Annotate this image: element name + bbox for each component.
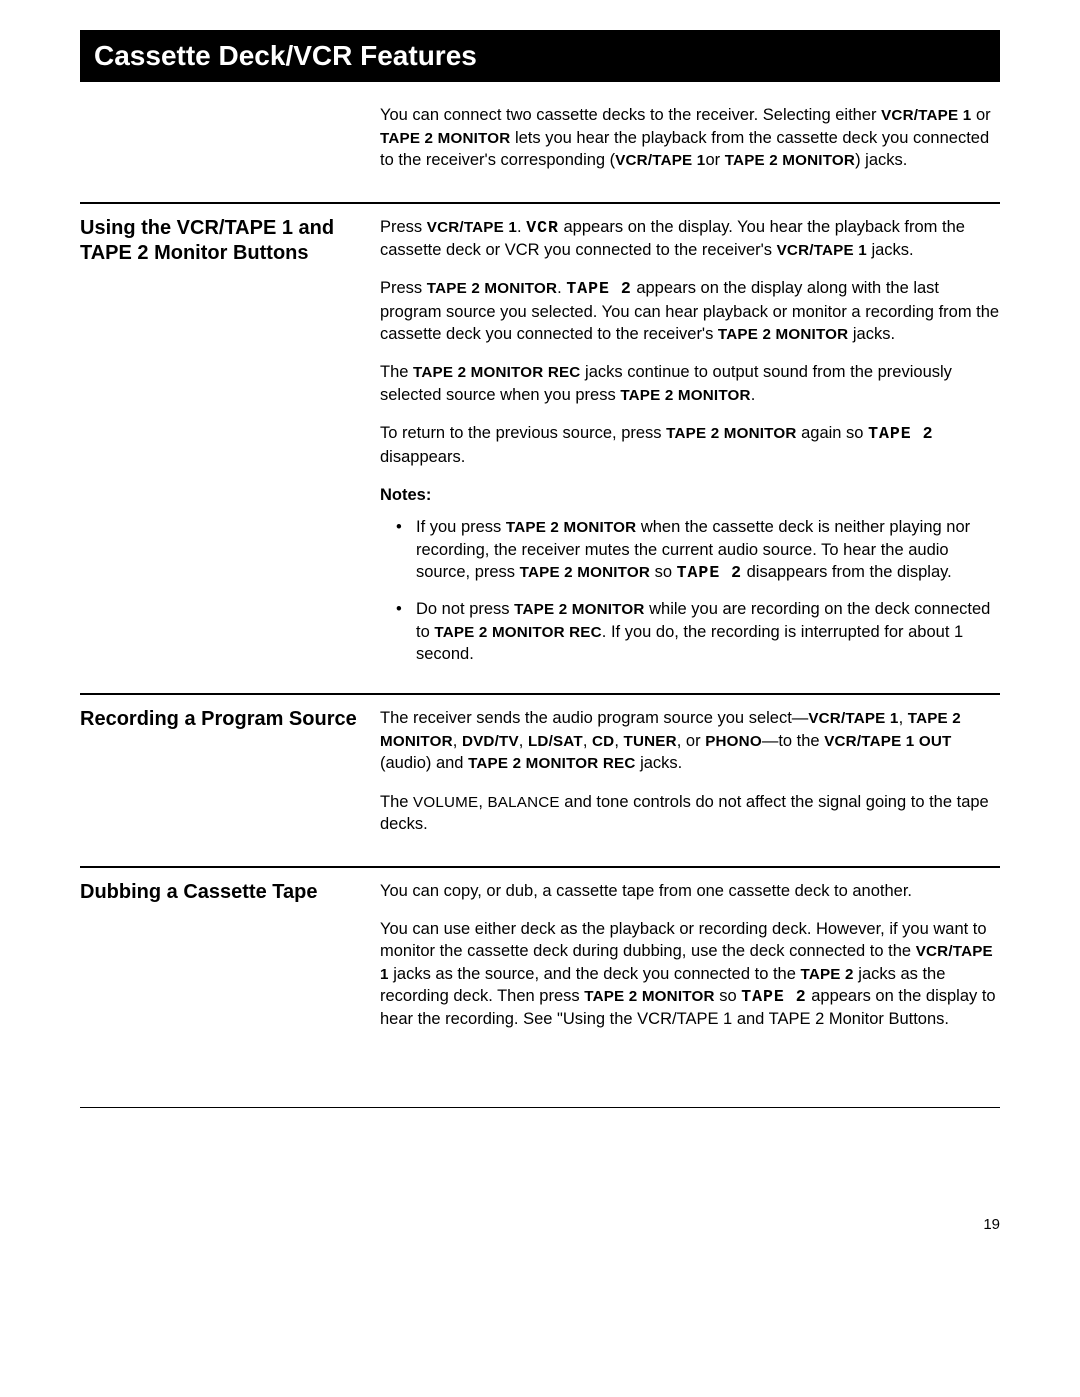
intro-paragraph: You can connect two cassette decks to th…: [380, 104, 1000, 172]
sec3-p1: You can copy, or dub, a cassette tape fr…: [380, 880, 1000, 902]
sec1-p2: Press TAPE 2 MONITOR. TAPE 2 appears on …: [380, 277, 1000, 345]
section-monitor-buttons: Using the VCR/TAPE 1 and TAPE 2 Monitor …: [80, 216, 1000, 680]
manual-page: Cassette Deck/VCR Features You can conne…: [0, 0, 1080, 1138]
divider: [80, 866, 1000, 868]
sec2-p1: The receiver sends the audio program sou…: [380, 707, 1000, 775]
sec1-p1: Press VCR/TAPE 1. VCR appears on the dis…: [380, 216, 1000, 262]
footer-rule: [80, 1107, 1000, 1108]
section-body: You can copy, or dub, a cassette tape fr…: [380, 880, 1000, 1047]
sec1-p3: The TAPE 2 MONITOR REC jacks continue to…: [380, 361, 1000, 406]
page-number: 19: [983, 1216, 1000, 1233]
intro-row: You can connect two cassette decks to th…: [80, 104, 1000, 188]
section-dubbing: Dubbing a Cassette Tape You can copy, or…: [80, 880, 1000, 1047]
heading-recording: Recording a Program Source: [80, 707, 364, 732]
note-item: If you press TAPE 2 MONITOR when the cas…: [416, 516, 1000, 584]
section-heading-col: Recording a Program Source: [80, 707, 380, 851]
sec3-p2: You can use either deck as the playback …: [380, 918, 1000, 1031]
section-heading-col: Dubbing a Cassette Tape: [80, 880, 380, 1047]
note-item: Do not press TAPE 2 MONITOR while you ar…: [416, 598, 1000, 665]
intro-left-spacer: [80, 104, 380, 188]
divider: [80, 202, 1000, 204]
heading-monitor-buttons: Using the VCR/TAPE 1 and TAPE 2 Monitor …: [80, 216, 364, 266]
sec1-p4: To return to the previous source, press …: [380, 422, 1000, 468]
intro-text: You can connect two cassette decks to th…: [380, 104, 1000, 188]
notes-list: If you press TAPE 2 MONITOR when the cas…: [380, 516, 1000, 665]
section-body: The receiver sends the audio program sou…: [380, 707, 1000, 851]
page-title-bar: Cassette Deck/VCR Features: [80, 30, 1000, 82]
divider: [80, 693, 1000, 695]
page-title: Cassette Deck/VCR Features: [94, 40, 477, 71]
section-body: Press VCR/TAPE 1. VCR appears on the dis…: [380, 216, 1000, 680]
sec2-p2: The VOLUME, BALANCE and tone controls do…: [380, 791, 1000, 836]
section-heading-col: Using the VCR/TAPE 1 and TAPE 2 Monitor …: [80, 216, 380, 680]
heading-dubbing: Dubbing a Cassette Tape: [80, 880, 364, 905]
notes-label: Notes:: [380, 484, 1000, 506]
section-recording: Recording a Program Source The receiver …: [80, 707, 1000, 851]
